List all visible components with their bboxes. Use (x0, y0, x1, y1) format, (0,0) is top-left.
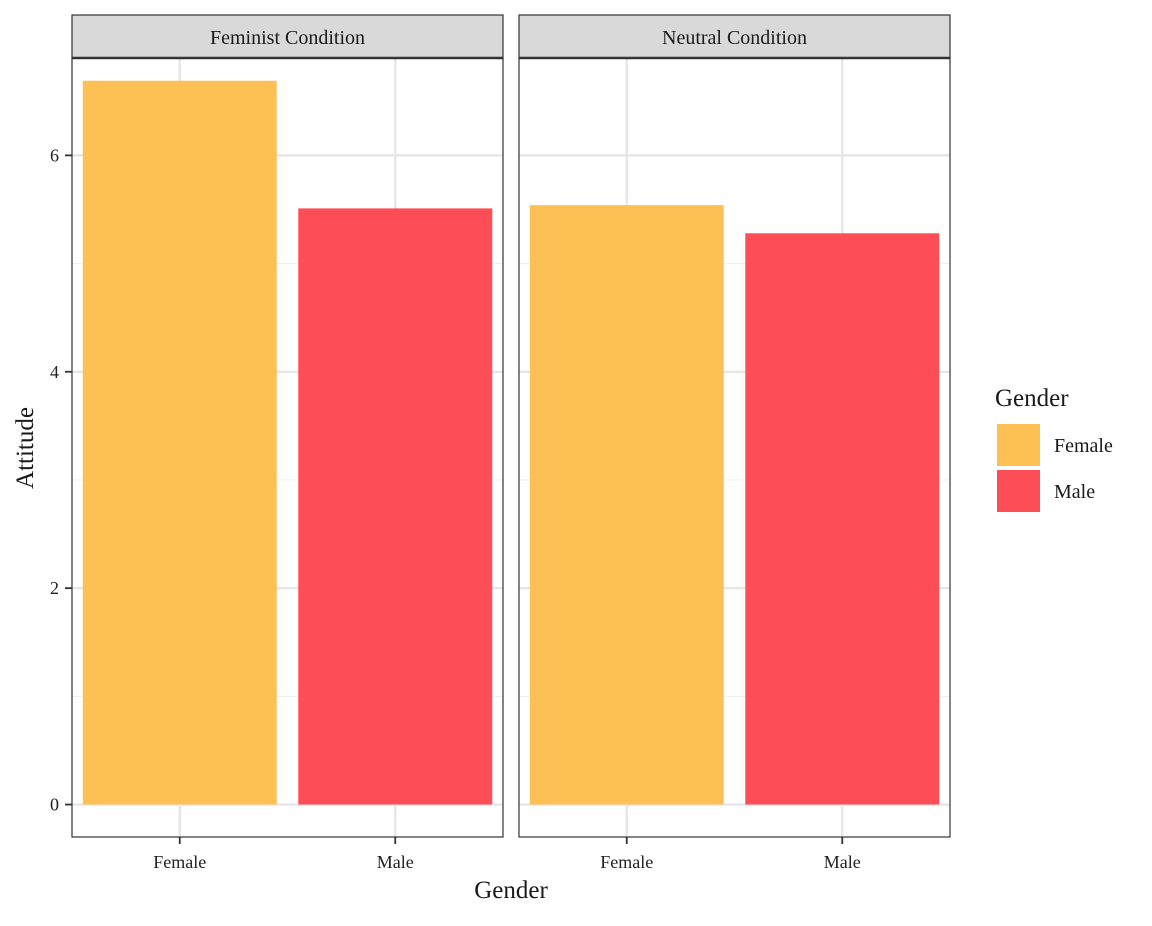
x-tick-label: Female (153, 852, 206, 872)
bar-female (529, 205, 724, 805)
legend-title: Gender (995, 385, 1069, 412)
legend-swatch (997, 470, 1040, 512)
panel-1: Feminist Condition Female Male (71, 14, 504, 872)
facet-strip (518, 14, 951, 59)
legend-item-female: Female (997, 424, 1113, 466)
bar-male (745, 233, 940, 805)
facet-strip-label: Neutral Condition (662, 27, 807, 49)
legend: Gender Female Male (995, 385, 1113, 512)
x-tick-label: Female (600, 852, 653, 872)
y-tick-label: 4 (50, 362, 59, 382)
y-tick-label: 0 (50, 795, 59, 815)
facet-strip-label: Feminist Condition (210, 27, 365, 49)
y-tick-label: 6 (50, 145, 59, 165)
bar-female (82, 80, 277, 805)
legend-item-male: Male (997, 470, 1095, 512)
legend-swatch (997, 424, 1040, 466)
legend-label: Male (1054, 481, 1095, 503)
legend-label: Female (1054, 435, 1113, 457)
x-tick-label: Male (377, 852, 414, 872)
panel-2: Neutral Condition Female Male (518, 14, 951, 872)
legend-items: Female Male (997, 424, 1113, 512)
y-axis: 0 2 4 6 (50, 145, 72, 815)
y-axis-title: Attitude (12, 407, 39, 489)
y-tick-label: 2 (50, 578, 59, 598)
x-axis-title: Gender (474, 877, 548, 904)
bar-male (298, 208, 493, 805)
x-tick-label: Male (824, 852, 861, 872)
